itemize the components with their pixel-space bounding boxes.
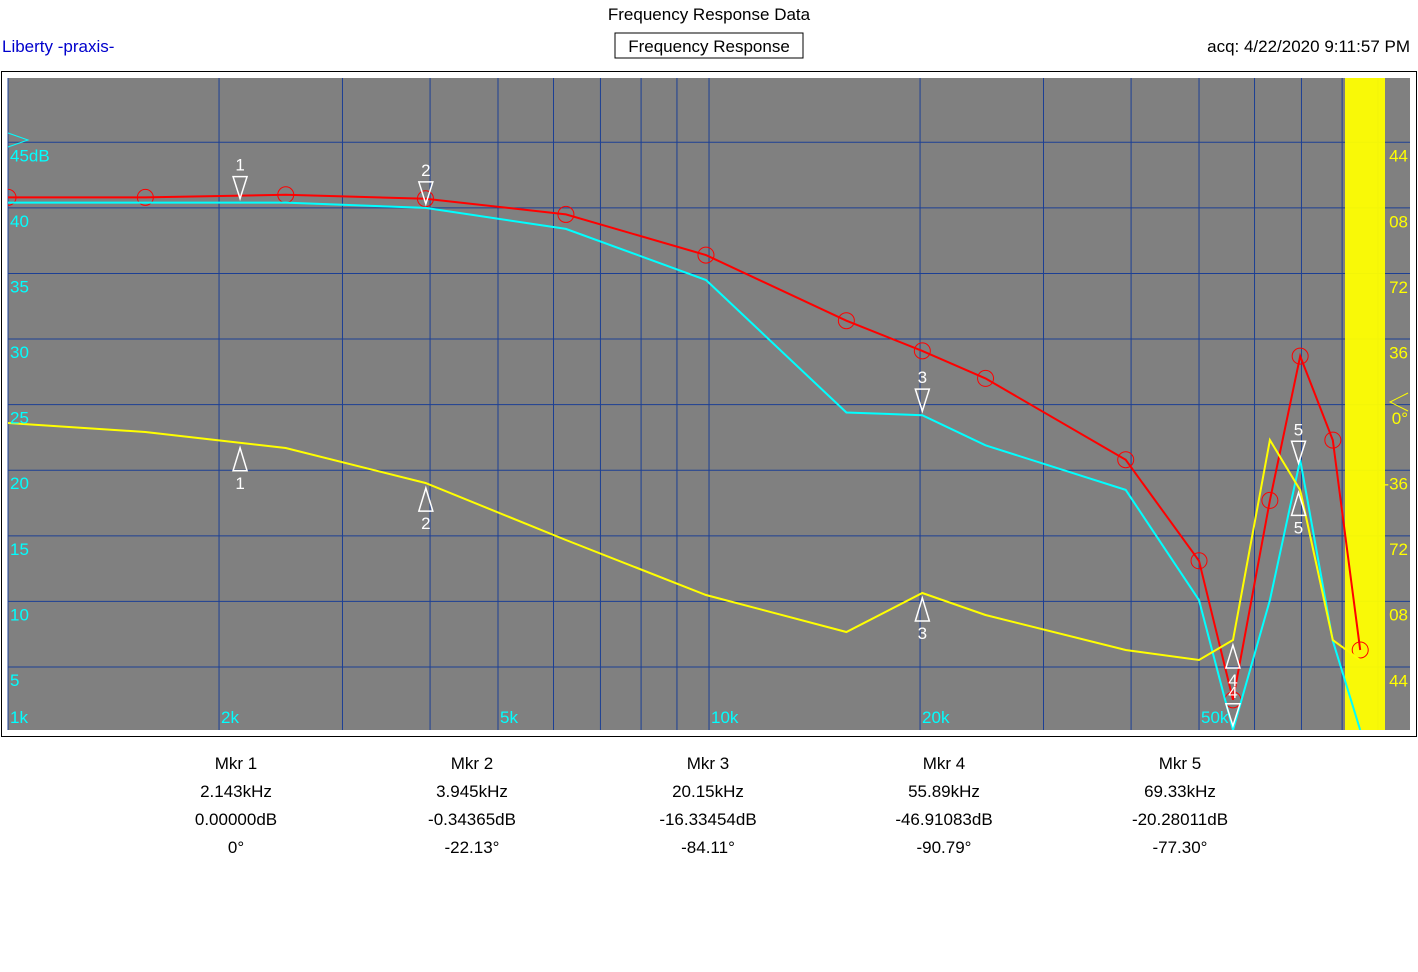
marker-id: 5: [1294, 420, 1303, 439]
marker-mag: [232, 175, 249, 202]
y-tick-label: 15: [10, 540, 29, 559]
ref-icon: [1388, 392, 1409, 412]
marker-id: 1: [235, 474, 244, 493]
y2-tick-label: 36: [1389, 343, 1408, 362]
trace: [8, 201, 1362, 730]
marker-id: 4: [1228, 671, 1237, 690]
marker-phase: [1224, 642, 1241, 669]
trace: [8, 193, 1362, 701]
trace: [8, 422, 1361, 662]
marker-cell: -77.30°: [1152, 838, 1207, 857]
marker-cell: Mkr 3: [687, 754, 730, 773]
marker-cell: -22.13°: [444, 838, 499, 857]
marker-phase: [417, 485, 434, 512]
marker-cell: Mkr 1: [215, 754, 258, 773]
trace-marker: [1190, 552, 1208, 570]
trace-marker: [136, 188, 154, 206]
x-tick-label: 10k: [711, 708, 739, 727]
marker-mag: [914, 388, 931, 414]
marker-cell: -0.34365dB: [428, 810, 516, 829]
y-tick-label: 40: [10, 212, 29, 231]
marker-cell: -46.91083dB: [895, 810, 992, 829]
trace-marker: [913, 342, 931, 360]
y2-tick-label: 0°: [1392, 409, 1408, 428]
mode: Frequency Response: [628, 37, 790, 56]
trace-marker: [1351, 641, 1369, 659]
y2-tick-label: 72: [1389, 278, 1408, 297]
mode-box: [614, 32, 804, 59]
x-tick-label: 2k: [221, 708, 239, 727]
marker-cell: 3.945kHz: [436, 782, 508, 801]
y-tick-label: 25: [10, 409, 29, 428]
marker-phase: [914, 595, 931, 622]
acq-time: acq: 4/22/2020 9:11:57 PM: [1207, 37, 1410, 56]
x-tick-label: 50k: [1201, 708, 1229, 727]
x-tick-label: 1k: [10, 708, 28, 727]
y-tick-label: 30: [10, 343, 29, 362]
trace-marker: [8, 188, 17, 206]
instrument: Liberty -praxis-: [2, 37, 114, 56]
marker-id: 3: [918, 624, 927, 643]
title: Frequency Response Data: [608, 5, 811, 24]
y2-tick-label: 44: [1389, 671, 1408, 690]
marker-id: 2: [421, 514, 430, 533]
y-tick-label: 10: [10, 605, 29, 624]
marker-cell: Mkr 5: [1159, 754, 1202, 773]
marker-cell: Mkr 4: [923, 754, 966, 773]
marker-id: 1: [235, 156, 244, 175]
y2-tick-label: -36: [1383, 475, 1408, 494]
marker-cell: 0°: [228, 838, 244, 857]
marker-mag: [417, 181, 434, 207]
marker-cell: -16.33454dB: [659, 810, 756, 829]
marker-id: 3: [918, 368, 927, 387]
trace-marker: [416, 190, 434, 208]
trace-marker: [1117, 451, 1135, 469]
marker-cell: 55.89kHz: [908, 782, 980, 801]
y2-tick-label: 72: [1389, 540, 1408, 559]
marker-cell: -90.79°: [916, 838, 971, 857]
trace-marker: [557, 205, 575, 223]
y-tick-label: 5: [10, 671, 19, 690]
trace-marker: [1324, 431, 1342, 449]
phase-wrap: [1345, 78, 1385, 730]
trace-marker: [837, 312, 855, 330]
marker-cell: 20.15kHz: [672, 782, 744, 801]
marker-cell: -84.11°: [681, 838, 735, 857]
trace-marker: [697, 246, 715, 264]
marker-cell: 69.33kHz: [1144, 782, 1216, 801]
ref-icon: [7, 132, 30, 148]
marker-mag: [1290, 440, 1307, 466]
y2-tick-label: 08: [1389, 606, 1408, 625]
marker-phase: [1290, 489, 1307, 517]
y2-tick-label: 44: [1389, 147, 1408, 166]
trace-marker: [1291, 347, 1309, 365]
marker-id: 4: [1228, 683, 1237, 702]
y-tick-label: 20: [10, 474, 29, 493]
marker-cell: 0.00000dB: [195, 810, 277, 829]
y2-tick-label: 08: [1389, 212, 1408, 231]
marker-cell: Mkr 2: [451, 754, 494, 773]
y-tick-label: 35: [10, 277, 29, 296]
x-tick-label: 20k: [922, 708, 950, 727]
trace-marker: [1261, 491, 1279, 509]
marker-cell: 2.143kHz: [200, 782, 272, 801]
marker-mag: [1224, 703, 1241, 729]
trace-marker: [977, 369, 995, 387]
marker-phase: [232, 445, 249, 472]
marker-cell: -20.28011dB: [1132, 810, 1228, 829]
marker-id: 2: [421, 161, 430, 180]
x-tick-label: 5k: [500, 708, 518, 727]
y-tick-label: 45dB: [10, 146, 50, 165]
marker-id: 5: [1294, 518, 1303, 537]
